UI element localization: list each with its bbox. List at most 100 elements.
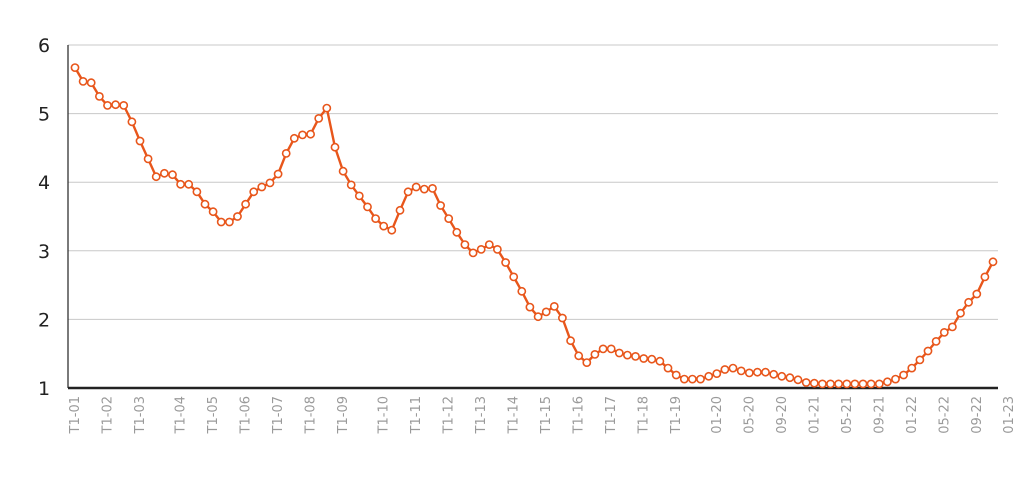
- data-point: [70, 63, 80, 72]
- data-point: [143, 154, 153, 164]
- x-tick-label: 05-20: [742, 396, 757, 434]
- data-point: [639, 354, 649, 363]
- y-tick-label: 3: [38, 241, 50, 263]
- data-point: [281, 148, 291, 158]
- data-point: [419, 184, 429, 194]
- data-point: [216, 217, 226, 227]
- data-point: [257, 182, 267, 192]
- data-point: [395, 205, 405, 215]
- data-point: [939, 327, 949, 337]
- data-point: [679, 374, 689, 384]
- y-tick-label: 6: [38, 35, 50, 57]
- data-point: [371, 214, 380, 223]
- series-line-path: [73, 66, 995, 386]
- x-tick-label: T1-07: [271, 396, 286, 434]
- data-point: [363, 202, 372, 212]
- data-point: [346, 180, 356, 190]
- x-tick-label: 01-21: [807, 396, 822, 434]
- data-point: [338, 166, 348, 176]
- data-point: [923, 346, 933, 356]
- y-tick-label: 1: [38, 378, 50, 400]
- data-point: [980, 272, 990, 282]
- data-point: [224, 217, 234, 227]
- data-point: [541, 307, 551, 317]
- x-tick-label: T1-09: [336, 396, 351, 434]
- x-tick-label: 05-21: [840, 396, 855, 434]
- data-point: [972, 289, 982, 299]
- data-point: [631, 351, 640, 361]
- data-point: [103, 101, 112, 110]
- data-point: [233, 212, 242, 221]
- data-point: [111, 100, 120, 110]
- data-point: [86, 78, 96, 88]
- data-point: [891, 374, 900, 384]
- data-point: [452, 227, 462, 237]
- data-point: [135, 136, 145, 146]
- data-point: [858, 379, 868, 389]
- x-tick-label: 09-20: [775, 396, 790, 434]
- data-point: [468, 248, 478, 258]
- data-point: [192, 187, 202, 197]
- data-point: [614, 348, 624, 358]
- x-tick-label: 09-22: [970, 396, 985, 434]
- data-point: [753, 367, 762, 377]
- data-point: [801, 378, 811, 387]
- x-tick-label: T1-12: [442, 396, 457, 434]
- x-axis-tick-labels: T1-01 T1-02 T1-03 T1-04 T1-05 T1-06 T1-07 T1-08…: [68, 396, 1017, 434]
- data-point: [168, 170, 177, 180]
- data-point: [809, 378, 819, 388]
- data-point: [533, 312, 543, 322]
- data-point: [574, 351, 584, 361]
- data-point: [907, 363, 917, 373]
- y-tick-label: 2: [38, 309, 50, 331]
- data-point: [826, 379, 835, 389]
- data-point: [159, 168, 169, 178]
- data-point: [314, 114, 324, 123]
- data-point: [874, 379, 884, 389]
- data-point: [931, 336, 941, 346]
- axes: [67, 45, 998, 390]
- x-tick-label: T1-11: [409, 396, 424, 434]
- x-tick-label: 05-22: [937, 396, 952, 434]
- data-point: [598, 344, 608, 354]
- data-point: [964, 297, 973, 307]
- gridlines: [68, 44, 998, 320]
- x-tick-label: T1-17: [604, 396, 619, 434]
- data-point: [411, 182, 421, 192]
- x-tick-label: T1-01: [68, 396, 83, 434]
- data-point: [476, 244, 486, 254]
- data-point: [241, 199, 250, 209]
- data-point: [322, 103, 332, 113]
- data-point: [956, 308, 965, 318]
- y-axis-tick-labels: 1 2 3 4 5 6: [38, 35, 50, 400]
- data-point: [744, 368, 754, 378]
- data-point: [436, 201, 445, 210]
- data-point: [460, 240, 470, 249]
- data-point: [655, 356, 665, 366]
- data-point: [208, 207, 218, 217]
- data-point: [484, 240, 494, 249]
- series-line: [70, 63, 998, 389]
- x-tick-label: T1-16: [572, 396, 587, 434]
- data-point: [330, 142, 340, 152]
- x-tick-label: T1-05: [206, 396, 221, 434]
- data-point: [265, 178, 275, 188]
- x-tick-label: 01-23: [1002, 396, 1017, 434]
- data-point: [988, 257, 998, 267]
- data-point: [688, 374, 697, 384]
- data-point: [785, 373, 795, 383]
- y-tick-label: 5: [38, 104, 50, 126]
- data-point: [566, 336, 575, 346]
- x-tick-label: T1-04: [174, 396, 189, 434]
- data-point: [769, 369, 779, 379]
- data-point: [200, 199, 210, 209]
- x-tick-label: T1-10: [377, 396, 392, 434]
- data-point: [403, 187, 413, 197]
- data-point: [444, 214, 454, 223]
- data-point: [704, 371, 714, 381]
- data-point: [663, 363, 673, 373]
- data-point: [590, 349, 600, 359]
- x-tick-label: T1-13: [474, 396, 489, 434]
- data-point: [549, 301, 559, 311]
- x-tick-label: T1-06: [239, 396, 254, 434]
